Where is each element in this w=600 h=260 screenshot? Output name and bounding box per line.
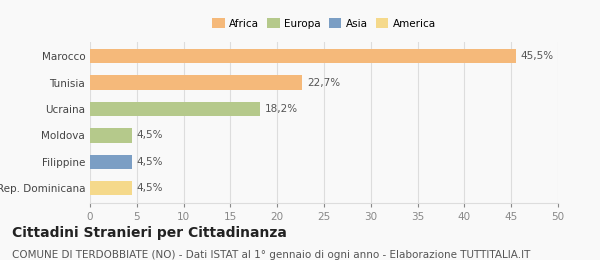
Bar xyxy=(90,102,260,116)
Text: 4,5%: 4,5% xyxy=(137,183,163,193)
Text: 45,5%: 45,5% xyxy=(521,51,554,61)
Bar xyxy=(90,154,132,169)
Text: COMUNE DI TERDOBBIATE (NO) - Dati ISTAT al 1° gennaio di ogni anno - Elaborazion: COMUNE DI TERDOBBIATE (NO) - Dati ISTAT … xyxy=(12,250,530,259)
Bar xyxy=(90,181,132,196)
Text: 4,5%: 4,5% xyxy=(137,157,163,167)
Text: 4,5%: 4,5% xyxy=(137,131,163,140)
Text: 18,2%: 18,2% xyxy=(265,104,298,114)
Text: Cittadini Stranieri per Cittadinanza: Cittadini Stranieri per Cittadinanza xyxy=(12,226,287,240)
Legend: Africa, Europa, Asia, America: Africa, Europa, Asia, America xyxy=(208,14,440,33)
Text: 22,7%: 22,7% xyxy=(307,77,340,88)
Bar xyxy=(90,128,132,143)
Bar xyxy=(90,75,302,90)
Bar xyxy=(90,49,516,63)
